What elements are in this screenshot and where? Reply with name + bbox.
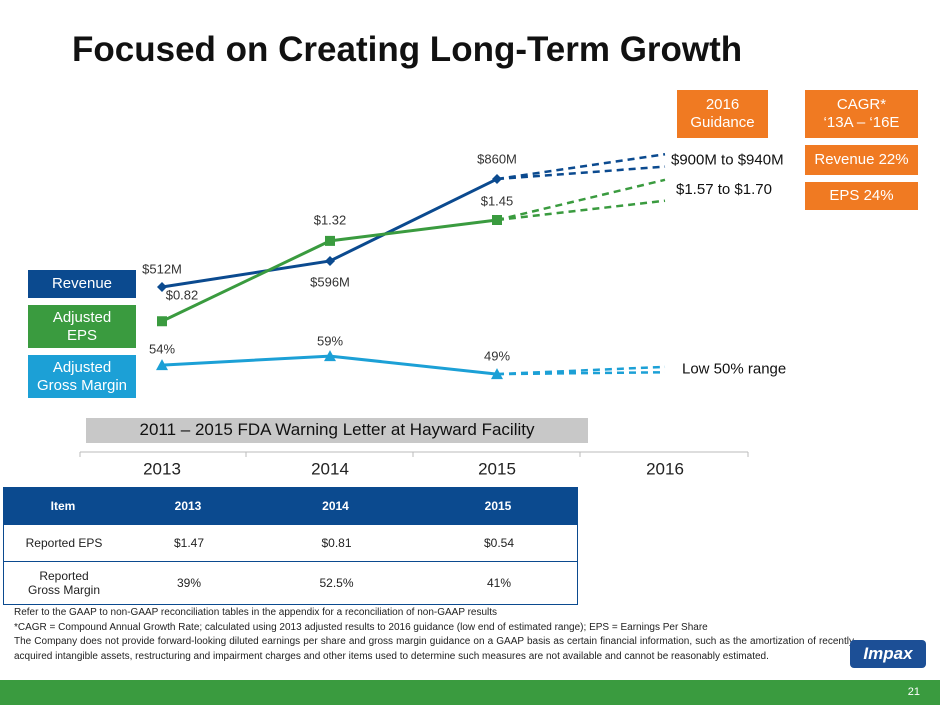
legend-entry: Revenue [28, 270, 136, 298]
footnotes: Refer to the GAAP to non-GAAP reconcilia… [14, 606, 854, 664]
series-line [161, 177, 498, 289]
data-label: $860M [477, 151, 517, 166]
point [157, 316, 167, 327]
x-tick-label: 2013 [143, 459, 181, 478]
table-header: Item 2013 2014 2015 [3, 487, 578, 525]
point [325, 255, 335, 266]
legend-entry: Adjusted EPS [28, 305, 136, 348]
guidance-line [496, 152, 666, 181]
guidance-line [496, 165, 666, 181]
data-label: $512M [142, 261, 182, 276]
series-line [161, 218, 498, 323]
guidance-line [496, 199, 666, 222]
x-tick-label: 2015 [478, 459, 516, 478]
table-row: Reported Gross Margin 39% 52.5% 41% [3, 562, 578, 605]
table-cell: 52.5% [319, 575, 354, 590]
table: Item 2013 2014 2015 Reported EPS $1.47 $0.81 $0… [3, 487, 578, 605]
table-cell: Reported EPS [25, 535, 103, 550]
guidance-label: $900M to $940M [671, 151, 784, 168]
table-cell: 39% [176, 575, 202, 590]
guidance-header: 2016 Guidance [677, 90, 768, 138]
table-cell: $0.54 [483, 535, 515, 550]
page-number: 21 [907, 686, 920, 698]
point [156, 359, 168, 371]
table-row: Reported EPS $1.47 $0.81 $0.54 [3, 525, 578, 562]
footnote: Refer to the GAAP to non-GAAP reconcilia… [14, 607, 498, 618]
cagr-item: EPS 24% [805, 182, 918, 210]
cagr-item: Revenue 22% [805, 145, 918, 175]
footnote: *CAGR = Compound Annual Growth Rate; cal… [14, 621, 708, 633]
point [325, 235, 335, 246]
guidance-line [496, 178, 666, 222]
cagr-header: CAGR* ‘13A – ‘16E [805, 90, 918, 138]
data-label: 49% [484, 349, 510, 364]
footer-bar [0, 680, 940, 705]
table-cell: Reported Gross Margin [27, 568, 101, 597]
footnote: The Company does not provide forward-loo… [14, 636, 854, 662]
point [324, 350, 336, 362]
data-label: $1.45 [481, 193, 514, 208]
table-cell: $1.47 [173, 535, 205, 550]
legend-entry: Adjusted Gross Margin [28, 355, 136, 398]
table-cell: $0.81 [321, 535, 352, 550]
header-cell: Item [50, 498, 76, 513]
header-cell: 2013 [174, 498, 202, 513]
x-tick-label: 2014 [311, 459, 349, 478]
x-tick-label: 2016 [646, 459, 684, 478]
data-label: $0.82 [166, 288, 199, 303]
data-label: 54% [149, 342, 175, 357]
banner: 2011 – 2015 FDA Warning Letter at Haywar… [86, 418, 588, 443]
data-label: 59% [317, 334, 343, 349]
data-label: $1.32 [314, 212, 347, 227]
header-cell: 2014 [322, 498, 349, 513]
slide-title: Focused on Creating Long-Term Growth [72, 30, 743, 69]
header-cell: 2015 [484, 498, 512, 513]
guidance-label: $1.57 to $1.70 [676, 181, 772, 198]
data-label: $596M [310, 274, 350, 289]
point [157, 282, 167, 293]
guidance-line [496, 365, 666, 376]
guidance-label: Low 50% range [682, 361, 786, 378]
logo: Impax [850, 640, 926, 668]
table-cell: 41% [486, 575, 512, 590]
